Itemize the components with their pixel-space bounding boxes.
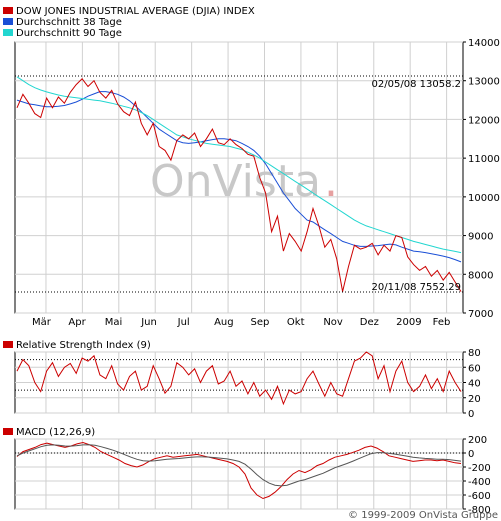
x-tick-label: Mai [105, 317, 123, 328]
x-tick-label: Feb [433, 317, 451, 328]
annotation-high-label: 02/05/08 13058.2 [372, 79, 461, 90]
price-lines [16, 76, 462, 292]
macd-y-tick-label: 200 [468, 435, 487, 446]
rsi-title: Relative Strength Index (9) [16, 340, 151, 351]
x-tick-label: Dez [360, 317, 379, 328]
price-y-tick-label: 10000 [468, 193, 500, 204]
rsi-y-tick-label: 20 [468, 394, 481, 405]
x-tick-label: Jun [140, 317, 157, 328]
rsi-y-tick-label: 40 [468, 379, 481, 390]
rsi-series-line-0 [16, 351, 462, 406]
x-tick-label: Nov [323, 317, 343, 328]
price-y-tick-label: 9000 [468, 232, 493, 243]
watermark-text: OnVista [150, 156, 321, 207]
price-y-axis: 7000 8000 9000 10000 11000 12000 13000 14000 [463, 38, 500, 320]
macd-y-axis: 200 0 -200 -400 -600 -800 [463, 435, 491, 516]
watermark: OnVista . [150, 156, 338, 207]
rsi-grid [15, 351, 463, 414]
legend-swatch-ma90 [3, 29, 13, 36]
copyright: © 1999-2009 OnVista Gruppe [348, 510, 498, 521]
watermark-dot: . [324, 156, 338, 207]
price-series-line-1 [16, 91, 462, 263]
x-tick-label: Apr [68, 317, 86, 328]
price-x-axis: Mär Apr Mai Jun Jul Aug Sep Okt Nov Dez 2009 Feb [32, 317, 450, 328]
legend-swatch-ma38 [3, 18, 13, 25]
macd-y-tick-label: -800 [468, 505, 491, 516]
price-y-tick-label: 7000 [468, 309, 493, 320]
macd-y-tick-label: -600 [468, 491, 491, 502]
macd-title: MACD (12,26,9) [16, 427, 95, 438]
price-annotations: 02/05/08 13058.2 20/11/08 7552.29 [15, 75, 463, 293]
legend-label-ma38: Durchschnitt 38 Tage [16, 17, 122, 28]
rsi-y-axis: 0 20 40 60 80 [463, 348, 481, 420]
annotation-low-label: 20/11/08 7552.29 [372, 282, 461, 293]
legend-label-djia: DOW JONES INDUSTRIAL AVERAGE (DJIA) INDE… [16, 6, 255, 17]
x-tick-label: Mär [32, 317, 52, 328]
price-series-line-0 [16, 78, 462, 292]
x-tick-label: Okt [287, 317, 305, 328]
price-y-tick-label: 13000 [468, 77, 500, 88]
price-series-line-2 [16, 76, 462, 254]
legend-price: DOW JONES INDUSTRIAL AVERAGE (DJIA) INDE… [3, 6, 255, 39]
x-tick-label: Jul [177, 317, 190, 328]
legend-label-ma90: Durchschnitt 90 Tage [16, 28, 122, 39]
macd-y-tick-label: -400 [468, 477, 491, 488]
legend-swatch-djia [3, 7, 13, 14]
macd-series-line-1 [16, 444, 462, 487]
price-y-tick-label: 14000 [468, 38, 500, 49]
price-y-tick-label: 8000 [468, 270, 493, 281]
rsi-lines [16, 351, 462, 406]
rsi-y-tick-label: 80 [468, 348, 481, 359]
price-y-tick-label: 11000 [468, 154, 500, 165]
legend-swatch-rsi [3, 341, 13, 348]
x-tick-label: 2009 [396, 317, 421, 328]
rsi-y-tick-label: 0 [468, 409, 474, 420]
macd-y-tick-label: 0 [468, 449, 474, 460]
x-tick-label: Sep [250, 317, 269, 328]
price-grid [15, 41, 463, 314]
price-y-tick-label: 12000 [468, 115, 500, 126]
price-plot-area [14, 41, 464, 314]
rsi-y-tick-label: 60 [468, 363, 481, 374]
macd-y-tick-label: -200 [468, 463, 491, 474]
macd-lines [16, 441, 462, 500]
x-tick-label: Aug [214, 317, 234, 328]
legend-swatch-macd [3, 428, 13, 435]
macd-series-line-0 [16, 441, 462, 500]
